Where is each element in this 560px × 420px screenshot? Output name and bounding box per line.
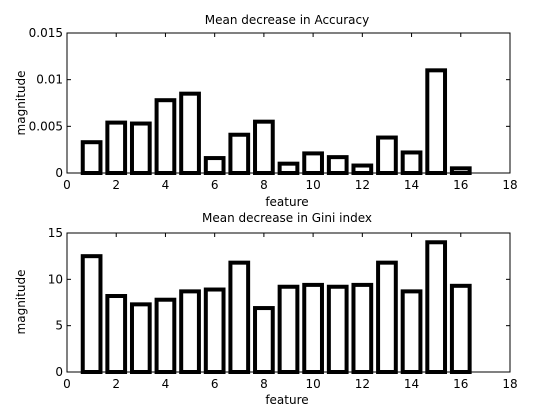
- bar: [105, 294, 128, 374]
- bar: [154, 98, 177, 175]
- bar: [203, 156, 226, 175]
- x-tick-label: 4: [162, 178, 170, 192]
- bar: [425, 68, 448, 175]
- x-tick-label: 6: [211, 178, 219, 192]
- y-tick-label: 0: [55, 365, 63, 379]
- x-tick-label: 10: [305, 178, 320, 192]
- y-tick-label: 5: [55, 319, 63, 333]
- chart-accuracy: Mean decrease in Accuracy feature magnit…: [14, 13, 518, 209]
- y-tick-label: 15: [48, 226, 63, 240]
- bar: [326, 155, 349, 175]
- y-tick-label: 10: [48, 272, 63, 286]
- bar: [203, 287, 226, 375]
- y-tick-label: 0.005: [29, 119, 63, 133]
- x-tick-label: 4: [162, 377, 170, 391]
- chart-title: Mean decrease in Gini index: [202, 211, 372, 225]
- bar: [351, 282, 374, 375]
- y-axis-label: magnitude: [14, 71, 28, 136]
- bar: [80, 140, 103, 175]
- bar: [228, 260, 251, 374]
- bar: [302, 282, 324, 375]
- bar: [80, 254, 103, 374]
- bar: [449, 166, 472, 175]
- bar: [253, 119, 275, 175]
- x-tick-label: 8: [260, 178, 268, 192]
- bar: [326, 284, 349, 375]
- y-axis-label: magnitude: [14, 270, 28, 335]
- bar: [376, 135, 398, 176]
- x-tick-label: 12: [355, 178, 370, 192]
- bar: [129, 302, 152, 374]
- x-tick-label: 10: [305, 377, 320, 391]
- x-tick-label: 16: [453, 178, 468, 192]
- bar: [253, 306, 275, 374]
- x-tick-label: 16: [453, 377, 468, 391]
- x-tick-label: 8: [260, 377, 268, 391]
- chart-gini: Mean decrease in Gini index feature magn…: [14, 211, 518, 407]
- x-tick-label: 6: [211, 377, 219, 391]
- x-tick-label: 18: [502, 178, 517, 192]
- bar: [302, 151, 324, 175]
- x-tick-label: 14: [404, 377, 419, 391]
- x-tick-label: 18: [502, 377, 517, 391]
- bar: [277, 284, 300, 375]
- y-tick-label: 0.015: [29, 26, 63, 40]
- bar: [154, 297, 177, 374]
- bar: [425, 240, 448, 374]
- bar: [129, 121, 152, 175]
- x-tick-label: 0: [63, 178, 71, 192]
- bar: [351, 163, 374, 176]
- bar: [105, 120, 128, 175]
- x-tick-label: 0: [63, 377, 71, 391]
- bar: [179, 91, 201, 175]
- y-tick-label: 0.01: [36, 73, 63, 87]
- bar: [376, 260, 398, 374]
- x-axis-label: feature: [265, 195, 308, 209]
- y-tick-label: 0: [55, 166, 63, 180]
- chart-title: Mean decrease in Accuracy: [205, 13, 370, 27]
- bar: [400, 150, 423, 175]
- bar: [228, 132, 251, 176]
- x-axis-label: feature: [265, 393, 308, 407]
- x-tick-label: 2: [112, 178, 120, 192]
- x-tick-label: 14: [404, 178, 419, 192]
- x-tick-label: 2: [112, 377, 120, 391]
- bar: [449, 283, 472, 375]
- x-tick-label: 12: [355, 377, 370, 391]
- bar: [277, 161, 300, 176]
- bar: [179, 289, 201, 375]
- bar: [400, 289, 423, 375]
